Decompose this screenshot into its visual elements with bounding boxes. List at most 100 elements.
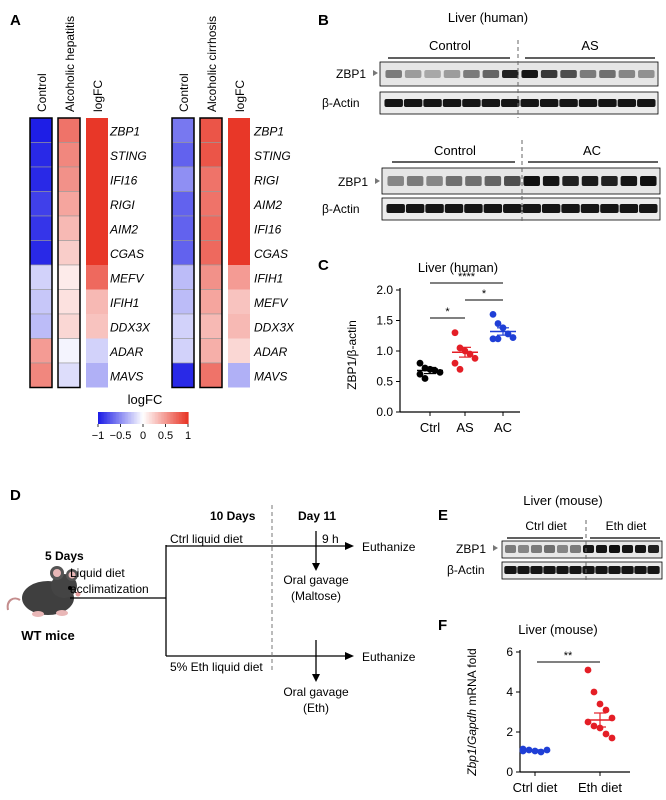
heatmap-cell (57, 191, 81, 217)
gene-label: RIGI (254, 173, 279, 187)
mouse-label: WT mice (21, 628, 74, 643)
heatmap-cell (228, 191, 250, 216)
heatmap-column-header: logFC (233, 80, 247, 112)
heatmap-cell (86, 118, 108, 143)
colorbar-segment (134, 412, 137, 424)
colorbar-segment (126, 412, 129, 424)
colorbar-segment (186, 412, 189, 424)
heatmap-cell (86, 265, 108, 290)
blot1-protein-zbp1: ZBP1 (336, 67, 366, 81)
heatmap-column-border (29, 117, 53, 389)
heatmap-cell (86, 240, 108, 265)
legend-title: logFC (128, 392, 163, 407)
colorbar-segment (128, 412, 131, 424)
heatmap-cell (29, 142, 53, 168)
day11-label: Day 11 (298, 509, 336, 523)
data-point (466, 350, 474, 358)
data-point (590, 722, 598, 730)
logfc-legend: logFC −1 −0.5 0 0.5 1 (92, 392, 191, 442)
heatmap-column-header: logFC (91, 80, 105, 112)
blot-1: Control AS ZBP1 β-Actin (322, 38, 659, 118)
blot-band (638, 70, 655, 78)
blot-band (598, 99, 617, 107)
x-tick-label: AC (494, 420, 512, 435)
significance-label: * (482, 288, 487, 300)
panel-d-schematic: WT mice 5 Days Liquid diet acclimatizati… (6, 505, 416, 715)
data-point (416, 359, 424, 367)
heatmap-cell (57, 215, 81, 241)
blot2-protein-actin: β-Actin (322, 202, 360, 216)
blot-band (442, 99, 462, 107)
blot1-group-control: Control (429, 38, 471, 53)
panel-b-title: Liver (human) (448, 10, 528, 25)
y-tick-label: 2 (506, 725, 513, 739)
step1-desc-1: Liquid diet (70, 566, 125, 580)
gene-label: MEFV (254, 296, 288, 310)
colorbar-segment (170, 412, 173, 424)
colorbar-segment (183, 412, 186, 424)
blot-band (445, 176, 463, 186)
blot-band (504, 176, 521, 186)
blot-band (580, 204, 600, 213)
colorbar-segment (147, 412, 150, 424)
blot-band (637, 99, 656, 107)
heatmap-cell (199, 117, 223, 143)
colorbar-segment (177, 412, 180, 424)
days10-label: 10 Days (210, 509, 256, 523)
data-point (451, 359, 459, 367)
blot-band (523, 176, 540, 186)
blot-band (405, 204, 425, 213)
data-point (543, 746, 551, 754)
blot-band (639, 204, 658, 213)
blot-band (634, 566, 647, 574)
blot-membrane (501, 540, 663, 559)
gene-label: CGAS (110, 247, 144, 261)
colorbar-segment (116, 412, 119, 424)
blot-band (424, 70, 441, 78)
blot-band (601, 176, 618, 186)
blot2-group-ac: AC (583, 143, 601, 158)
blot-band (384, 99, 403, 107)
blot-band (578, 99, 598, 107)
blot-band (503, 204, 522, 213)
panel-e-group-ctrl: Ctrl diet (525, 519, 567, 533)
heatmap-cell (29, 289, 53, 315)
blot-band (520, 99, 539, 107)
data-point (596, 724, 604, 732)
colorbar-segment (179, 412, 182, 424)
gene-label: MAVS (110, 369, 143, 383)
band-marker-icon (493, 545, 498, 551)
colorbar-segment (125, 412, 128, 424)
gavage-1b: (Maltose) (291, 589, 341, 603)
heatmap-cell (57, 117, 81, 143)
heatmap-cell (86, 142, 108, 167)
blot-band (617, 99, 637, 107)
colorbar-segment (140, 412, 143, 424)
gene-label: MEFV (110, 271, 144, 285)
blot-band (482, 70, 500, 78)
gene-label: CGAS (254, 247, 288, 261)
heatmap-cell (171, 240, 195, 266)
colorbar-segment (108, 412, 111, 424)
gene-label: STING (110, 149, 147, 163)
panel-f-chart: Liver (mouse) Zbp1/Gapdh mRNA fold 0 2 4 6 C… (465, 622, 630, 795)
panel-c-ylabel: ZBP1/β-actin (345, 320, 359, 390)
blot1-bands (384, 70, 656, 107)
y-tick-label: 1.0 (376, 344, 393, 358)
colorbar-segment (150, 412, 153, 424)
blot-band (621, 545, 634, 553)
colorbar-segment (129, 412, 132, 424)
colorbar-segment (101, 412, 104, 424)
heatmap-cell (228, 363, 250, 388)
heatmap-cell (86, 363, 108, 388)
colorbar-segment (161, 412, 164, 424)
ctrl-diet-label: Ctrl liquid diet (170, 532, 243, 546)
blot-band (530, 545, 543, 553)
blot-band (484, 176, 502, 186)
colorbar-segment (143, 412, 146, 424)
significance-label: ** (564, 650, 573, 662)
blot-band (464, 204, 483, 213)
data-point (421, 375, 429, 382)
colorbar-segment (104, 412, 107, 424)
blot-band (541, 204, 561, 213)
